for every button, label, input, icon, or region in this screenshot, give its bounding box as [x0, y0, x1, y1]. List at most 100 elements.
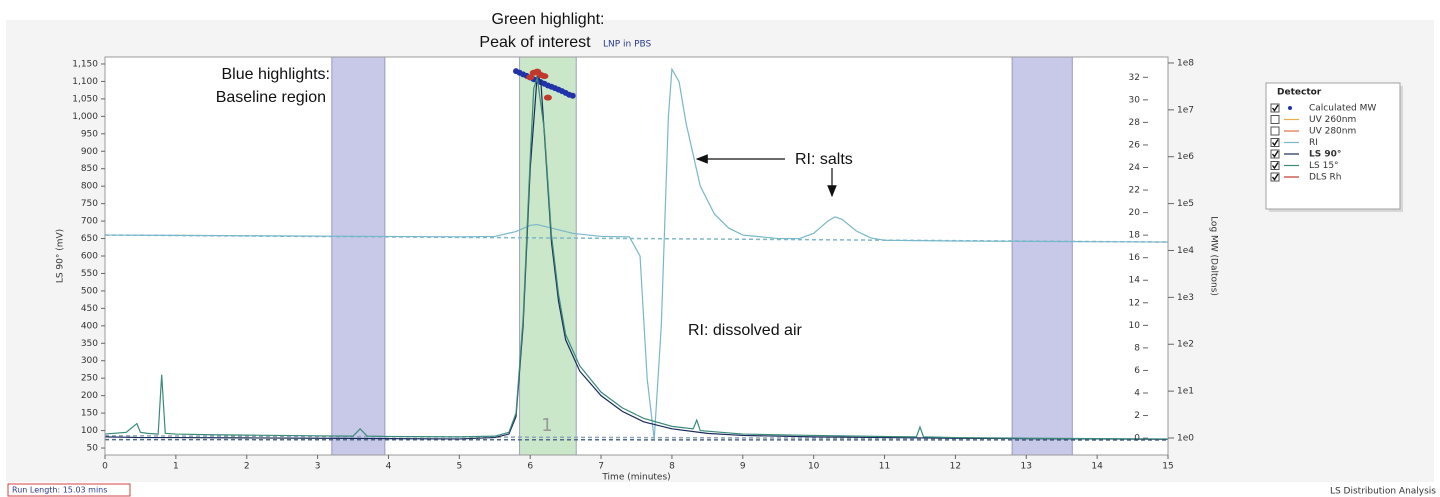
y2-tick-label: 4: [1134, 388, 1140, 398]
y-axis-label: LS 90° (mV): [56, 229, 66, 283]
series-layer: [104, 67, 1169, 441]
y2-tick-label: 14: [1129, 276, 1141, 286]
x-tick-label: 11: [879, 462, 890, 472]
y3-tick-label: 1e4: [1177, 246, 1194, 256]
peak-label: 1: [541, 415, 552, 436]
y2-tick-label: 26: [1129, 140, 1141, 150]
x-tick-label: 8: [669, 462, 675, 472]
y2-tick-label: 32: [1129, 73, 1140, 83]
y-tick-label: 1,100: [72, 77, 98, 87]
annotation: RI: salts: [795, 151, 853, 168]
x-tick-label: 13: [1021, 462, 1032, 472]
legend-checkbox[interactable]: [1270, 172, 1280, 182]
legend-check: [1271, 162, 1279, 170]
x-tick-label: 7: [598, 462, 604, 472]
x-tick-label: 3: [315, 462, 321, 472]
x-tick-label: 2: [244, 462, 250, 472]
x-axis-label: Time (minutes): [601, 473, 670, 483]
y-tick-label: 1,050: [72, 94, 98, 104]
y-tick-label: 600: [81, 252, 98, 262]
legend-checkbox[interactable]: [1270, 149, 1280, 159]
y-tick-label: 900: [81, 147, 98, 157]
x-tick-label: 12: [950, 462, 961, 472]
legend-label: RI: [1309, 138, 1318, 148]
y-tick-label: 400: [81, 321, 98, 331]
y-tick-label: 750: [81, 199, 98, 209]
legend-check: [1271, 104, 1279, 112]
y-tick-label: 700: [81, 217, 98, 227]
y-tick-label: 200: [81, 391, 98, 401]
y-tick-label: 550: [81, 269, 98, 279]
y-tick-label: 800: [81, 182, 98, 192]
y-tick-label: 300: [81, 356, 98, 366]
legend-label: Calculated MW: [1309, 104, 1376, 114]
y2-tick-label: 2: [1134, 411, 1140, 421]
legend-checkbox[interactable]: [1270, 115, 1280, 124]
legend-check: [1271, 173, 1279, 181]
highlight-region: [331, 56, 386, 456]
y-tick-label: 1,000: [72, 112, 98, 122]
y2-tick-label: 6: [1134, 366, 1140, 376]
series-marker: [569, 92, 576, 99]
series-line: [104, 67, 1169, 440]
y3-tick-label: 1e6: [1177, 152, 1194, 162]
y-tick-label: 250: [81, 374, 98, 384]
y3-tick-label: 1e8: [1177, 58, 1194, 68]
y-tick-label: 1,150: [72, 59, 98, 69]
y-tick-label: 500: [81, 286, 98, 296]
y2-tick-label: 8: [1134, 343, 1140, 353]
legend-title: Detector: [1277, 88, 1322, 98]
chart-subtitle: LNP in PBS: [603, 40, 652, 50]
y-tick-label: 850: [81, 164, 98, 174]
y2-tick-label: 22: [1129, 186, 1140, 196]
legend-checkbox[interactable]: [1270, 103, 1280, 113]
plot-area: [105, 57, 1168, 455]
y3-tick-label: 1e2: [1177, 340, 1194, 350]
x-tick-label: 10: [808, 462, 820, 472]
run-length-box: [7, 483, 131, 497]
legend-box: [1265, 82, 1401, 210]
y2-tick-label: 30: [1129, 95, 1141, 105]
y3-tick-label: 1e0: [1177, 434, 1194, 444]
series-marker: [526, 74, 535, 81]
y2-tick-label: 18: [1129, 231, 1141, 241]
y-tick-label: 50: [87, 444, 99, 454]
legend-checkbox[interactable]: [1270, 161, 1280, 170]
annotation: Peak of interest: [479, 34, 591, 51]
run-length: Run Length: 15.03 mins: [12, 486, 107, 495]
y-tick-label: 150: [81, 409, 98, 419]
x-tick-label: 1: [173, 462, 179, 472]
y3-tick-label: 1e5: [1177, 199, 1194, 209]
annotation: Baseline region: [216, 89, 326, 106]
y2-tick-label: 0: [1134, 434, 1140, 444]
x-tick-label: 5: [456, 462, 462, 472]
legend-checkbox[interactable]: [1270, 138, 1280, 147]
x-tick-label: 4: [386, 462, 392, 472]
y3-tick-label: 1e3: [1177, 293, 1194, 303]
y2-tick-label: 24: [1129, 163, 1141, 173]
y2-tick-label: 16: [1129, 253, 1141, 263]
annotation: RI: dissolved air: [688, 322, 802, 339]
legend-checkbox[interactable]: [1270, 126, 1280, 136]
y2-tick-label: 12: [1129, 298, 1140, 308]
series-line: [104, 77, 1169, 440]
x-tick-label: 15: [1162, 462, 1173, 472]
x-tick-label: 6: [527, 462, 533, 472]
legend-label: UV 260nm: [1309, 115, 1356, 125]
legend-check: [1271, 139, 1279, 147]
series-marker: [540, 73, 549, 80]
highlight-region: [1011, 56, 1073, 456]
legend-swatch: [1288, 106, 1292, 110]
y-tick-label: 650: [81, 234, 98, 244]
y3-tick-label: 1e1: [1177, 387, 1194, 397]
series-marker: [543, 94, 552, 101]
highlight-layer: [331, 56, 1073, 456]
y2-tick-label: 20: [1129, 208, 1141, 218]
x-tick-label: 14: [1091, 462, 1103, 472]
annotation: Blue highlights:: [221, 66, 330, 83]
legend-label: DLS Rh: [1309, 173, 1341, 183]
y2-tick-label: 10: [1129, 321, 1141, 331]
